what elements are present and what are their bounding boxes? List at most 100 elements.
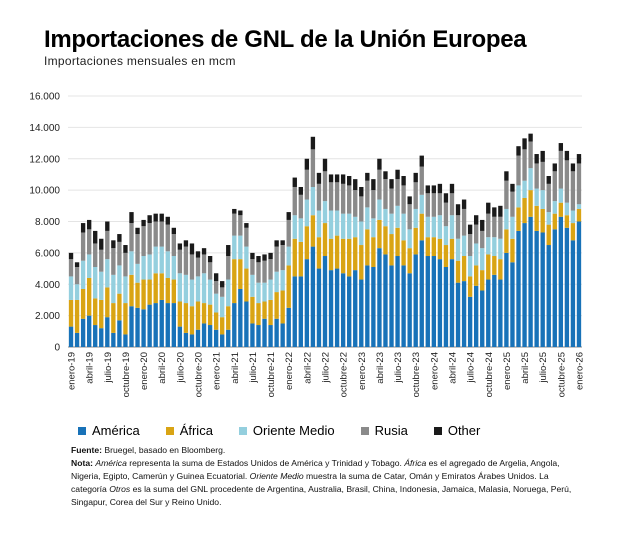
bar-segment bbox=[570, 223, 576, 241]
bar-segment bbox=[250, 274, 255, 297]
y-tick-label: 16.000 bbox=[29, 92, 60, 103]
x-tick-label: enero-25 bbox=[502, 352, 513, 390]
bar-segment bbox=[195, 257, 201, 277]
x-tick-label: julio-22 bbox=[321, 352, 332, 384]
bar-segment bbox=[310, 215, 316, 247]
bar-segment bbox=[159, 273, 164, 300]
bar-segment bbox=[268, 325, 273, 347]
legend-item-rusia: Rusia bbox=[360, 423, 408, 438]
bar-segment bbox=[395, 169, 400, 180]
bar-segment bbox=[437, 238, 443, 260]
bar-segment bbox=[86, 229, 92, 255]
bar-segment bbox=[564, 227, 570, 347]
bar-segment bbox=[443, 202, 449, 227]
bar-segment bbox=[86, 277, 92, 316]
bar-segment bbox=[189, 334, 195, 347]
note-term-africa: África bbox=[404, 458, 427, 468]
bar-segment bbox=[480, 248, 485, 271]
bar-segment bbox=[93, 266, 98, 299]
bar-segment bbox=[213, 293, 219, 313]
bar-segment bbox=[74, 262, 80, 267]
bar-segment bbox=[413, 254, 418, 347]
bar-segment bbox=[377, 158, 382, 170]
bar-segment bbox=[365, 207, 370, 230]
bar-segment bbox=[528, 133, 533, 142]
bar-segment bbox=[383, 226, 388, 255]
bar-segment bbox=[480, 290, 485, 347]
x-tick-label: octubre-23 bbox=[411, 352, 422, 397]
bar-segment bbox=[558, 150, 564, 189]
bar-segment bbox=[516, 207, 521, 231]
bar-segment bbox=[262, 260, 267, 283]
bar-segment bbox=[504, 252, 509, 348]
bar-segment bbox=[419, 194, 424, 214]
bar-segment bbox=[93, 298, 98, 326]
bar-segment bbox=[80, 232, 86, 261]
bar-segment bbox=[226, 256, 231, 280]
bar-segment bbox=[504, 208, 509, 230]
bar-segment bbox=[105, 317, 110, 347]
y-axis: 0 2.000 4.000 6.000 8.000 10.000 12.000 14.000 1… bbox=[29, 92, 60, 354]
bar-segment bbox=[576, 154, 582, 164]
chart-title: Importaciones de GNL de la Unión Europea bbox=[44, 26, 527, 53]
bar-segment bbox=[86, 219, 92, 230]
bar-segment bbox=[159, 221, 164, 247]
note-text-4: muestra la suma de Catar, Omán y Emirato… bbox=[71, 471, 549, 494]
bar-segment bbox=[401, 240, 406, 266]
bar-segment bbox=[467, 276, 473, 297]
bar-segment bbox=[522, 149, 527, 181]
bar-segment bbox=[165, 224, 170, 252]
bar-segment bbox=[461, 208, 467, 236]
y-tick-label: 0 bbox=[54, 343, 60, 354]
bar-segment bbox=[298, 276, 303, 347]
bar-segment bbox=[407, 273, 412, 347]
bar-segment bbox=[383, 171, 388, 180]
bar-segment bbox=[286, 265, 291, 308]
bar-segment bbox=[226, 306, 231, 330]
bar-segment bbox=[534, 188, 539, 206]
bar-segment bbox=[80, 260, 86, 289]
bar-segment bbox=[401, 185, 406, 214]
bar-segment bbox=[159, 299, 164, 347]
bar-segment bbox=[141, 256, 146, 280]
bar-segment bbox=[347, 213, 352, 239]
bar-segment bbox=[498, 216, 503, 239]
bar-segment bbox=[552, 229, 557, 347]
bar-segment bbox=[510, 183, 515, 192]
x-tick-label: octubre-21 bbox=[266, 352, 277, 397]
x-tick-label: octubre-22 bbox=[339, 352, 350, 397]
bar-segment bbox=[232, 303, 237, 347]
bar-segment bbox=[340, 183, 346, 214]
bar-segment bbox=[207, 325, 213, 347]
bar-segment bbox=[377, 199, 382, 220]
bar-segment bbox=[129, 212, 134, 224]
bar-segment bbox=[467, 296, 473, 347]
bar-segment bbox=[347, 185, 352, 214]
bar-segment bbox=[558, 202, 564, 217]
note-term-america: América bbox=[95, 458, 127, 468]
bar-segment bbox=[274, 292, 279, 319]
bar-segment bbox=[135, 263, 140, 283]
x-tick-label: enero-26 bbox=[574, 352, 585, 390]
bar-segment bbox=[117, 293, 122, 321]
bar-segment bbox=[153, 246, 158, 274]
bar-segment bbox=[492, 207, 497, 217]
bar-segment bbox=[449, 183, 455, 194]
bar-segment bbox=[201, 248, 207, 255]
bar-segment bbox=[371, 179, 376, 191]
bar-segment bbox=[183, 303, 189, 333]
bar-segment bbox=[389, 265, 394, 347]
bar-segment bbox=[238, 215, 243, 236]
bar-segment bbox=[183, 240, 189, 247]
x-tick-label: abril-21 bbox=[230, 352, 241, 384]
bar-segment bbox=[310, 149, 316, 187]
bar-segment bbox=[455, 204, 461, 216]
x-axis: enero-19 abril-19 julio-19 octubre-19 enero-… bbox=[67, 352, 586, 397]
bar-segment bbox=[431, 185, 437, 194]
bar-segment bbox=[540, 150, 545, 162]
legend-item-oriente-medio: Oriente Medio bbox=[238, 423, 335, 438]
bar-segment bbox=[310, 246, 316, 347]
bar-segment bbox=[443, 226, 449, 246]
bar-segment bbox=[558, 143, 564, 151]
bar-segment bbox=[413, 172, 418, 183]
